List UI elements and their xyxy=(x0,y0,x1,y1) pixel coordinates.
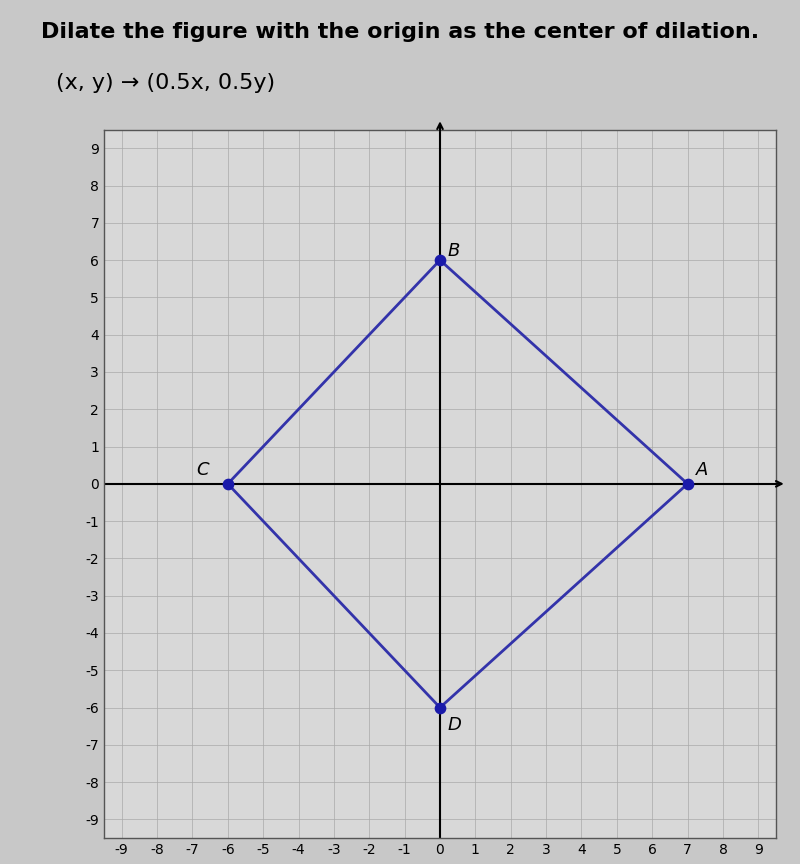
Text: D: D xyxy=(447,716,461,734)
Text: Dilate the figure with the origin as the center of dilation.: Dilate the figure with the origin as the… xyxy=(41,22,759,41)
Point xyxy=(434,701,446,715)
Text: C: C xyxy=(196,461,209,479)
Text: A: A xyxy=(697,461,709,479)
Text: B: B xyxy=(447,243,459,260)
Point xyxy=(681,477,694,491)
Point xyxy=(222,477,234,491)
Text: (x, y) → (0.5x, 0.5y): (x, y) → (0.5x, 0.5y) xyxy=(56,73,275,93)
Point xyxy=(434,253,446,267)
